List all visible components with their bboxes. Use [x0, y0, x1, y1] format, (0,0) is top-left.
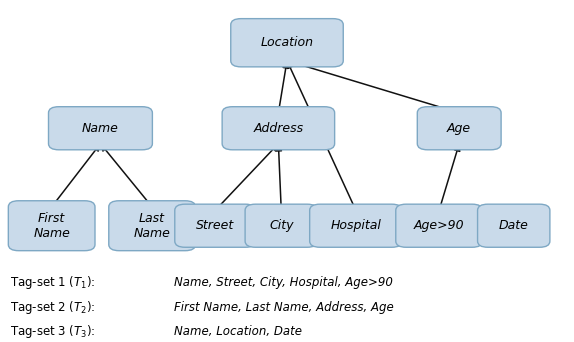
Text: Address: Address — [253, 122, 304, 135]
Text: Tag-set 2 ($T_{2}$):: Tag-set 2 ($T_{2}$): — [10, 299, 101, 316]
FancyBboxPatch shape — [310, 204, 402, 247]
Text: Name, Location, Date: Name, Location, Date — [174, 325, 302, 338]
Text: Hospital: Hospital — [331, 219, 381, 232]
Text: First Name, Last Name, Address, Age: First Name, Last Name, Address, Age — [174, 301, 394, 314]
FancyBboxPatch shape — [8, 201, 95, 251]
FancyBboxPatch shape — [396, 204, 482, 247]
Text: Age: Age — [447, 122, 471, 135]
Text: Tag-set 3 ($T_{3}$):: Tag-set 3 ($T_{3}$): — [10, 323, 101, 340]
Text: Name, Street, City, Hospital, Age>90: Name, Street, City, Hospital, Age>90 — [174, 276, 393, 289]
FancyBboxPatch shape — [478, 204, 550, 247]
Text: Street: Street — [196, 219, 234, 232]
FancyBboxPatch shape — [417, 107, 501, 150]
Text: Tag-set 1 ($T_{1}$):: Tag-set 1 ($T_{1}$): — [10, 274, 101, 291]
FancyBboxPatch shape — [231, 19, 343, 67]
FancyBboxPatch shape — [245, 204, 317, 247]
Text: Age>90: Age>90 — [414, 219, 464, 232]
FancyBboxPatch shape — [174, 204, 256, 247]
FancyBboxPatch shape — [109, 201, 195, 251]
Text: Location: Location — [261, 36, 313, 49]
FancyBboxPatch shape — [48, 107, 152, 150]
Text: Name: Name — [82, 122, 119, 135]
FancyBboxPatch shape — [222, 107, 335, 150]
Text: Date: Date — [499, 219, 529, 232]
Text: Last
Name: Last Name — [134, 212, 170, 240]
Text: City: City — [269, 219, 293, 232]
Text: First
Name: First Name — [33, 212, 70, 240]
